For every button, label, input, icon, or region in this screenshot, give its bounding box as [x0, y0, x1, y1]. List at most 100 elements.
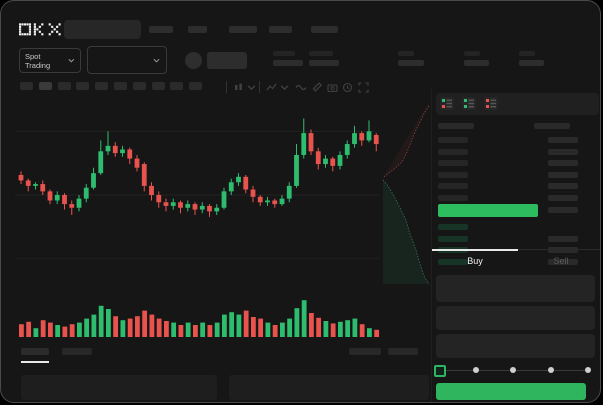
candle-body [170, 202, 176, 206]
volume-bar [178, 325, 184, 337]
interval-icon[interactable] [233, 80, 244, 98]
stat-label-placeholder [519, 51, 535, 56]
book-bids-icon[interactable] [462, 97, 476, 110]
volume-bar [77, 322, 82, 337]
candle-body [228, 182, 234, 192]
candlestick-chart[interactable] [15, 96, 431, 292]
candle-body [33, 184, 38, 186]
chart-type-chevron-icon[interactable] [280, 80, 289, 98]
timeframe-button[interactable] [20, 82, 33, 90]
chart-type-icon[interactable] [266, 80, 277, 98]
book-asks-icon[interactable] [484, 97, 498, 110]
orderbook-ask-row[interactable] [432, 193, 600, 203]
slider-handle[interactable] [434, 365, 446, 377]
volume-bar [98, 305, 104, 337]
amount-slider[interactable] [434, 365, 591, 377]
slider-stop[interactable] [510, 367, 516, 373]
volume-chart[interactable] [15, 293, 395, 339]
ask-amount-placeholder [548, 171, 578, 178]
pair-selector-dropdown[interactable] [87, 46, 167, 74]
orderbook-bid-row[interactable] [432, 257, 600, 267]
nav-item-placeholder[interactable] [149, 26, 173, 33]
volume-bar [323, 321, 329, 337]
price-field-placeholder[interactable] [436, 275, 595, 302]
timeframe-button[interactable] [76, 82, 90, 90]
amount-field-placeholder[interactable] [436, 306, 595, 330]
orderbook-ask-row[interactable] [432, 181, 600, 191]
candle-body [98, 151, 104, 174]
ask-amount-placeholder [548, 148, 578, 155]
candle-body [366, 131, 372, 141]
candle-body [250, 189, 256, 197]
bottom-tab[interactable] [62, 348, 92, 355]
volume-bar [367, 328, 372, 337]
bottom-action-placeholder[interactable] [349, 348, 381, 355]
bid-price-placeholder [438, 235, 468, 242]
nav-item-placeholder[interactable] [311, 26, 338, 33]
draw-pencil-icon[interactable] [311, 80, 323, 98]
timeframe-button[interactable] [189, 82, 203, 90]
total-field-placeholder[interactable] [436, 334, 595, 358]
slider-stop[interactable] [472, 367, 479, 373]
slider-stop[interactable] [585, 367, 591, 373]
history-icon[interactable] [342, 80, 353, 98]
volume-bar [142, 310, 148, 337]
book-both-icon[interactable] [440, 97, 454, 110]
slider-stop[interactable] [547, 367, 554, 373]
last-price-row[interactable] [432, 204, 600, 218]
positions-panel-placeholder[interactable] [229, 375, 429, 400]
bottom-tab-active[interactable] [21, 348, 49, 355]
nav-item-placeholder[interactable] [188, 26, 207, 33]
search-input[interactable] [64, 20, 141, 39]
timeframe-button[interactable] [132, 82, 146, 90]
orderbook-ask-row[interactable] [432, 158, 600, 168]
buy-submit-button[interactable] [436, 383, 586, 400]
volume-bar [91, 314, 97, 337]
candle-body [120, 149, 125, 154]
volume-bar [84, 318, 90, 337]
timeframe-button[interactable] [151, 82, 165, 90]
last-price-bar [438, 204, 538, 217]
timeframe-button[interactable] [170, 82, 184, 90]
ask-amount-placeholder [548, 137, 578, 143]
camera-icon[interactable] [327, 80, 338, 98]
timeframe-button[interactable] [57, 82, 71, 90]
volume-bar [26, 321, 32, 337]
interval-chevron-icon[interactable] [247, 80, 256, 98]
tab-buy[interactable]: Buy [467, 256, 483, 266]
volume-bar [40, 320, 46, 337]
tab-sell[interactable]: Sell [553, 256, 569, 266]
bottom-action-placeholder[interactable] [388, 348, 418, 355]
stat-value-placeholder [519, 60, 544, 66]
volume-bar [127, 318, 133, 337]
orderbook-bid-row[interactable] [432, 222, 600, 232]
bid-amount-placeholder [548, 247, 578, 254]
orderbook-bid-row[interactable] [432, 234, 600, 244]
candle-body [337, 154, 343, 166]
orders-panel-placeholder[interactable] [21, 375, 217, 400]
candle-body [373, 134, 379, 145]
orderbook-ask-row[interactable] [432, 147, 600, 157]
wave-indicator-icon[interactable] [295, 80, 307, 98]
nav-item-placeholder[interactable] [229, 26, 257, 33]
timeframe-button[interactable] [95, 82, 109, 90]
timeframe-button[interactable] [114, 82, 127, 90]
bottom-tab-indicator [21, 361, 49, 363]
ask-price-placeholder [438, 195, 468, 201]
okx-logo[interactable] [19, 22, 61, 37]
timeframe-button[interactable] [38, 82, 52, 90]
orderbook-ask-row[interactable] [432, 170, 600, 180]
market-type-dropdown[interactable]: Spot Trading [19, 48, 81, 73]
bid-price-placeholder [438, 258, 468, 265]
stat-value-placeholder [398, 60, 424, 66]
orderbook-ask-row[interactable] [432, 135, 600, 145]
stat-label-placeholder [309, 51, 333, 56]
volume-bar [301, 300, 307, 337]
nav-item-placeholder[interactable] [269, 26, 292, 33]
candle-body [301, 133, 307, 155]
buy-sell-tabs: Buy Sell [432, 249, 600, 272]
candle-body [112, 145, 118, 154]
ticker-stat-placeholder [519, 51, 544, 66]
fullscreen-icon[interactable] [358, 80, 369, 98]
